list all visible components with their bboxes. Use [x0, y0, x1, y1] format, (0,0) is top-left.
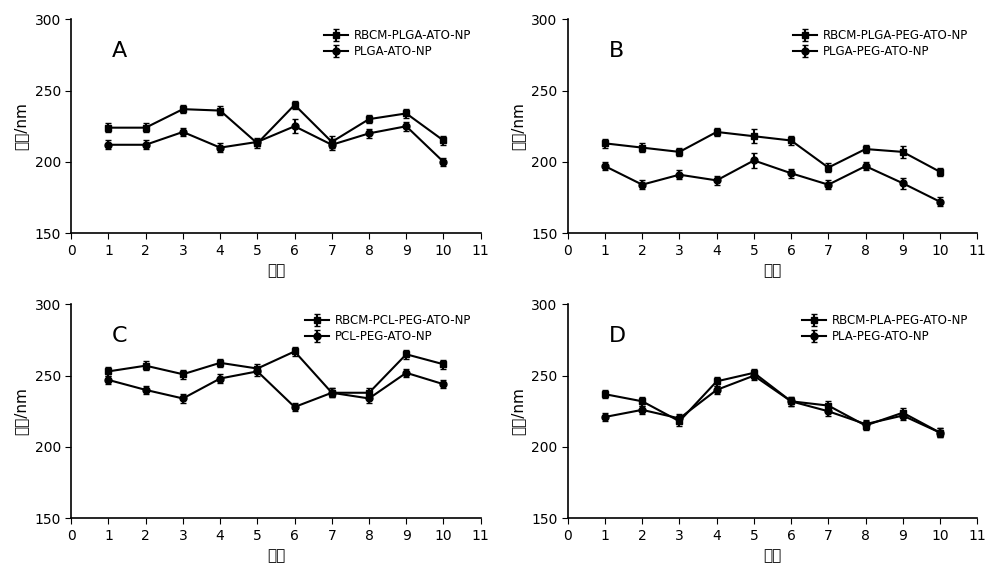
- Y-axis label: 粒径/nm: 粒径/nm: [14, 387, 29, 435]
- X-axis label: 批次: 批次: [267, 263, 285, 278]
- Text: A: A: [112, 41, 127, 61]
- Legend: RBCM-PLGA-ATO-NP, PLGA-ATO-NP: RBCM-PLGA-ATO-NP, PLGA-ATO-NP: [321, 25, 475, 62]
- Legend: RBCM-PLGA-PEG-ATO-NP, PLGA-PEG-ATO-NP: RBCM-PLGA-PEG-ATO-NP, PLGA-PEG-ATO-NP: [789, 25, 971, 62]
- Text: B: B: [609, 41, 624, 61]
- X-axis label: 批次: 批次: [763, 263, 782, 278]
- X-axis label: 批次: 批次: [267, 548, 285, 563]
- X-axis label: 批次: 批次: [763, 548, 782, 563]
- Legend: RBCM-PLA-PEG-ATO-NP, PLA-PEG-ATO-NP: RBCM-PLA-PEG-ATO-NP, PLA-PEG-ATO-NP: [798, 310, 971, 347]
- Y-axis label: 粒径/nm: 粒径/nm: [510, 387, 525, 435]
- Y-axis label: 粒径/nm: 粒径/nm: [510, 102, 525, 150]
- Y-axis label: 粒径/nm: 粒径/nm: [14, 102, 29, 150]
- Text: D: D: [609, 326, 626, 346]
- Legend: RBCM-PCL-PEG-ATO-NP, PCL-PEG-ATO-NP: RBCM-PCL-PEG-ATO-NP, PCL-PEG-ATO-NP: [302, 310, 475, 347]
- Text: C: C: [112, 326, 128, 346]
